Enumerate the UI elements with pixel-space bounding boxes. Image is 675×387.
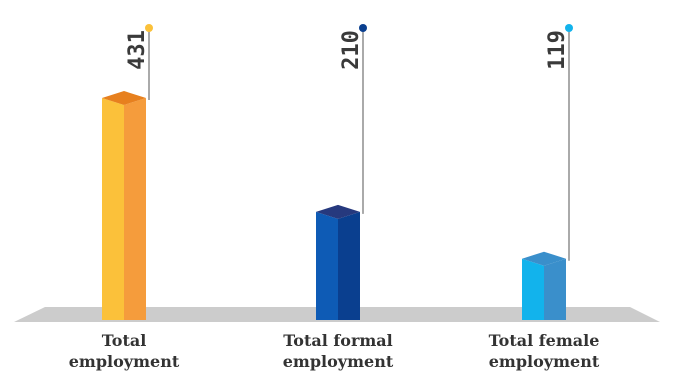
value-label: 119	[545, 30, 570, 70]
category-label: employment	[69, 352, 180, 371]
bar-front	[102, 98, 124, 320]
value-label: 431	[125, 30, 150, 70]
leader-dot	[565, 24, 573, 32]
value-label: 210	[339, 30, 364, 70]
bar-front	[316, 211, 338, 320]
bar-top	[102, 91, 146, 105]
bar-side	[338, 211, 360, 320]
category-label: employment	[489, 352, 600, 371]
bar-side	[544, 258, 566, 320]
category-label: Total	[102, 331, 147, 350]
bar-top	[522, 251, 566, 266]
bar-side	[124, 98, 146, 320]
bar-front	[522, 258, 544, 320]
leader-dot	[145, 24, 153, 32]
bar-top	[316, 204, 360, 219]
category-label: Total formal	[283, 331, 393, 350]
category-label: Total female	[489, 331, 600, 350]
category-label: employment	[283, 352, 394, 371]
leader-dot	[359, 24, 367, 32]
